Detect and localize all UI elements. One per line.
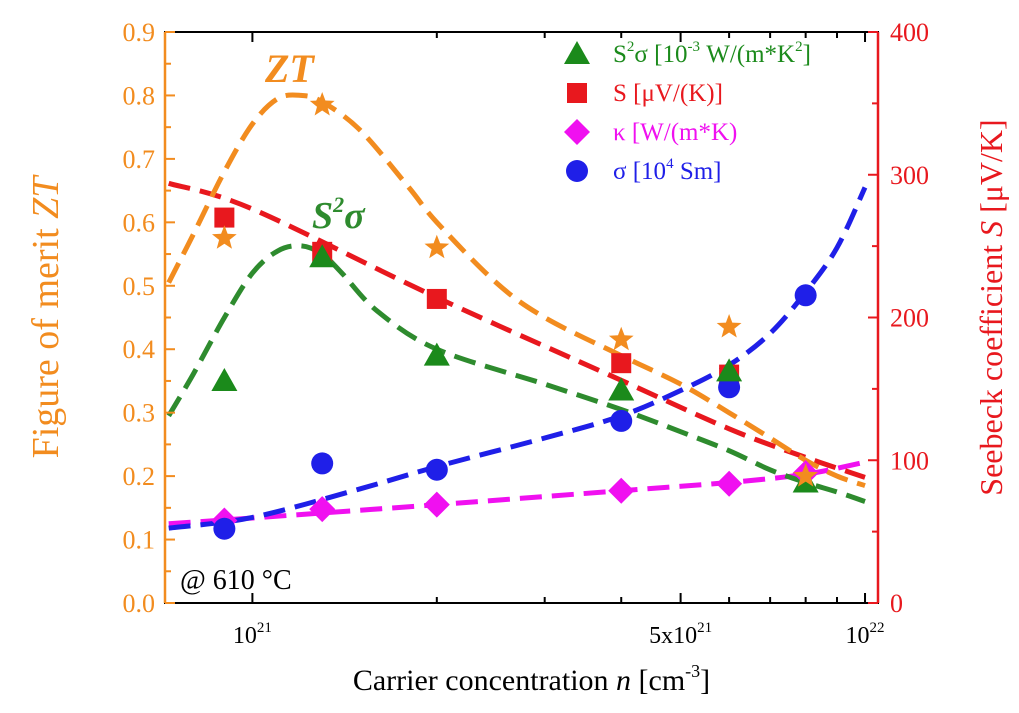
legend-entry-kappa: κ [W/(m*K): [564, 119, 737, 146]
y-left-tick-label: 0.7: [123, 145, 156, 174]
legend-entry-sigma: σ [104 Sm]: [566, 156, 722, 185]
data-point-ZT: [608, 326, 634, 351]
data-point-sigma: [425, 458, 448, 481]
temperature-annotation: @ 610 °C: [180, 565, 292, 596]
data-point-kappa: [716, 470, 743, 497]
legend-label-sigma: σ [104 Sm]: [613, 156, 722, 185]
data-point-ZT: [793, 463, 818, 487]
y-left-tick-label: 0.1: [123, 526, 156, 555]
legend-label-s2s: S2σ [10-3 W/(m*K2]: [613, 39, 811, 68]
y-left-tick-label: 0.2: [123, 462, 156, 491]
y-left-tick-label: 0.8: [123, 81, 156, 110]
data-point-s2s: [716, 358, 743, 382]
legend-marker-S: [567, 83, 587, 103]
y-axis-right-label: Seebeck coefficient S [μV/K]: [973, 119, 1009, 495]
data-point-ZT: [212, 225, 237, 249]
y-left-tick-label: 0.0: [123, 589, 156, 618]
data-point-kappa: [423, 491, 450, 518]
data-point-s2s: [211, 367, 238, 391]
data-point-sigma: [213, 517, 236, 540]
y-left-tick-label: 0.6: [123, 208, 156, 237]
y-left-tick-label: 0.3: [123, 399, 156, 428]
y-left-tick-label: 0.5: [123, 272, 156, 301]
y-left-tick-label: 0.9: [123, 18, 156, 47]
x-tick-label: 1021: [233, 620, 272, 649]
curve-label-s2sigma-sym: σ: [344, 195, 366, 237]
fit-line-s2s: [166, 243, 866, 504]
curve-label-s2sigma-sup: 2: [332, 192, 344, 217]
data-point-S: [611, 353, 632, 374]
legend-entry-s2s: S2σ [10-3 W/(m*K2]: [564, 39, 811, 68]
x-tick-label: 5x1021: [649, 620, 712, 649]
data-point-kappa: [309, 496, 336, 523]
legend-marker-sigma: [566, 160, 588, 182]
data-point-s2s: [423, 342, 450, 366]
data-point-s2s: [309, 244, 336, 268]
legend: S2σ [10-3 W/(m*K2] S [μV/(K)] κ [W/(m*K) σ …: [564, 39, 811, 185]
data-point-kappa: [608, 477, 635, 504]
x-tick-label: 1022: [846, 620, 885, 649]
fit-line-ZT: [166, 92, 866, 488]
curve-label-zt: ZT: [264, 46, 315, 91]
y-right-tick-label: 200: [890, 304, 929, 333]
data-point-sigma: [311, 452, 334, 475]
legend-marker-kappa: [564, 119, 590, 145]
y-left-tick-label: 0.4: [123, 335, 156, 364]
curve-label-s2sigma: S2σ: [312, 192, 366, 237]
y-right-tick-label: 400: [890, 18, 929, 47]
y-right-tick-label: 300: [890, 161, 929, 190]
data-point-S: [214, 207, 235, 228]
data-point-sigma: [610, 409, 633, 432]
x-axis-label: Carrier concentration n [cm-3]: [353, 661, 710, 697]
y-right-tick-label: 0: [890, 589, 903, 618]
legend-marker-s2s: [564, 41, 590, 64]
data-point-s2s: [608, 377, 635, 401]
data-point-ZT: [716, 314, 742, 338]
y-axis-left-label: Figure of merit ZT: [25, 174, 67, 459]
data-point-ZT: [424, 234, 450, 259]
y-right-tick-label: 100: [890, 446, 929, 475]
data-point-S: [426, 288, 447, 309]
data-point-ZT: [309, 92, 335, 116]
legend-entry-S: S [μV/(K)]: [567, 80, 723, 107]
curve-label-s2sigma-base: S: [312, 195, 333, 237]
data-point-sigma: [718, 376, 741, 399]
legend-label-kappa: κ [W/(m*K): [613, 119, 737, 146]
legend-label-S: S [μV/(K)]: [613, 80, 723, 107]
data-point-sigma: [794, 284, 817, 307]
fit-line-sigma: [168, 186, 868, 531]
